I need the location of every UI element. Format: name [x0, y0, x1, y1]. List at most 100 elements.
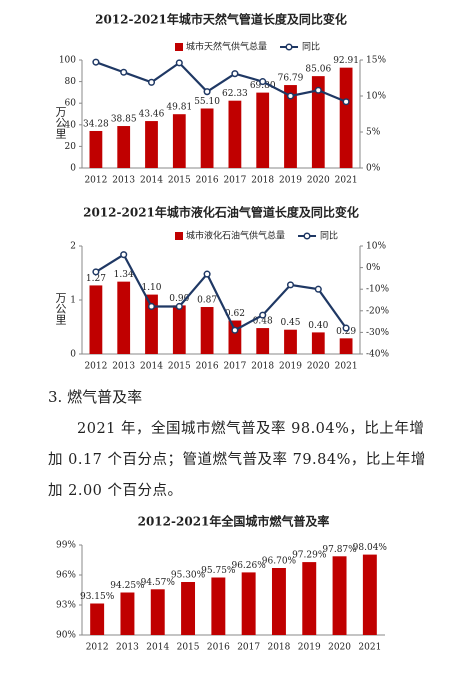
legend-swatch: [175, 232, 183, 240]
line-marker: [92, 268, 100, 276]
legend-label: 同比: [302, 41, 320, 53]
line-marker: [231, 70, 239, 78]
bar: [172, 114, 186, 168]
x-tick-label: 2015: [168, 362, 191, 372]
x-tick-label: 2019: [279, 362, 302, 372]
bar: [150, 589, 165, 635]
bar: [228, 100, 242, 168]
value-label: 0.87: [197, 296, 217, 306]
x-tick-label: 2014: [140, 176, 163, 186]
x-tick-label: 2015: [177, 643, 200, 653]
value-label: 97.87%: [322, 545, 357, 555]
bar: [311, 76, 325, 168]
bar: [89, 130, 103, 168]
value-label: 0.45: [280, 318, 300, 328]
value-label: 55.10: [194, 97, 220, 107]
y-tick-label: 99%: [56, 541, 76, 551]
x-tick-label: 2018: [267, 643, 290, 653]
bar: [284, 329, 297, 354]
value-label: 0.40: [308, 321, 328, 331]
y2-tick-label: 10%: [366, 92, 386, 102]
value-label: 94.57%: [141, 578, 176, 588]
y2-tick-label: 0%: [366, 164, 381, 174]
line-marker: [120, 68, 128, 76]
bar: [200, 108, 214, 168]
y-tick-label: 90%: [56, 631, 76, 641]
x-tick-label: 2016: [207, 643, 230, 653]
line-marker: [175, 302, 183, 311]
bar: [228, 320, 242, 354]
y-tick-label: 60: [65, 99, 77, 109]
bar: [172, 305, 186, 354]
bar: [117, 281, 131, 354]
line-marker: [92, 58, 100, 66]
x-tick-label: 2012: [84, 176, 107, 186]
x-tick-label: 2017: [223, 176, 246, 186]
bar: [256, 92, 270, 168]
x-tick-label: 2020: [307, 176, 330, 186]
y2-tick-label: 10%: [366, 242, 386, 252]
y-tick-label: 2: [70, 242, 76, 252]
bar: [241, 572, 256, 635]
x-tick-label: 2018: [251, 176, 274, 186]
y-tick-label: 96%: [56, 571, 76, 581]
x-tick-label: 2017: [237, 643, 260, 653]
chart-title: 2012-2021年城市液化石油气管道长度及同比变化: [83, 205, 359, 220]
line-marker: [147, 78, 156, 86]
y2-tick-label: 0%: [366, 263, 381, 273]
value-label: 96.70%: [262, 557, 297, 567]
bar: [362, 554, 377, 635]
line-marker: [286, 92, 295, 100]
value-label: 0.48: [253, 317, 273, 327]
bar: [332, 556, 347, 635]
line-marker: [342, 98, 350, 106]
line-marker: [259, 311, 267, 319]
value-label: 34.28: [83, 119, 109, 129]
y-tick-label: 80: [65, 77, 77, 87]
y2-tick-label: -40%: [366, 350, 389, 360]
value-label: 98.04%: [353, 543, 388, 553]
legend-label: 城市天然气供气总量: [186, 41, 267, 53]
value-label: 97.29%: [292, 551, 327, 561]
x-tick-label: 2020: [328, 643, 351, 653]
y-tick-label: 1: [70, 296, 76, 306]
line-marker: [259, 78, 267, 86]
section-heading: 3. 燃气普及率: [48, 388, 143, 406]
line-marker: [231, 326, 239, 334]
bar: [145, 294, 158, 354]
value-label: 38.85: [111, 115, 137, 125]
legend-swatch: [285, 43, 293, 51]
chart-title: 2012-2021年城市天然气管道长度及同比变化: [95, 12, 347, 27]
line-marker: [314, 86, 322, 94]
bar: [89, 285, 103, 354]
y-tick-label: 20: [65, 142, 77, 152]
value-label: 0.90: [169, 294, 189, 304]
value-label: 43.46: [139, 110, 165, 120]
line-marker: [314, 285, 322, 293]
value-label: 96.26%: [231, 561, 266, 571]
bar: [302, 562, 317, 635]
line-marker: [203, 270, 211, 278]
legend-label: 同比: [320, 230, 338, 242]
y-axis-label: 万公里: [54, 292, 67, 325]
x-tick-label: 2015: [168, 176, 191, 186]
x-tick-label: 2017: [223, 362, 246, 372]
x-tick-label: 2019: [279, 176, 302, 186]
y-tick-label: 40: [65, 120, 77, 130]
line: [95, 61, 347, 103]
legend-swatch: [303, 232, 311, 240]
legend-label: 城市液化石油气供气总量: [186, 230, 285, 242]
bar: [339, 67, 353, 168]
x-tick-label: 2013: [112, 176, 135, 186]
x-tick-label: 2014: [140, 362, 163, 372]
bar: [256, 328, 270, 354]
bar: [271, 568, 286, 635]
value-label: 1.10: [141, 283, 161, 293]
y2-tick-label: 5%: [366, 128, 381, 138]
y-axis-label: 万公里: [54, 106, 67, 139]
bar: [90, 603, 105, 635]
bar: [339, 338, 353, 354]
value-label: 92.91: [333, 56, 359, 66]
